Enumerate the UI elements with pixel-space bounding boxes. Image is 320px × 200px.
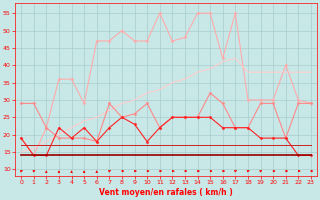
X-axis label: Vent moyen/en rafales ( km/h ): Vent moyen/en rafales ( km/h ) — [99, 188, 233, 197]
